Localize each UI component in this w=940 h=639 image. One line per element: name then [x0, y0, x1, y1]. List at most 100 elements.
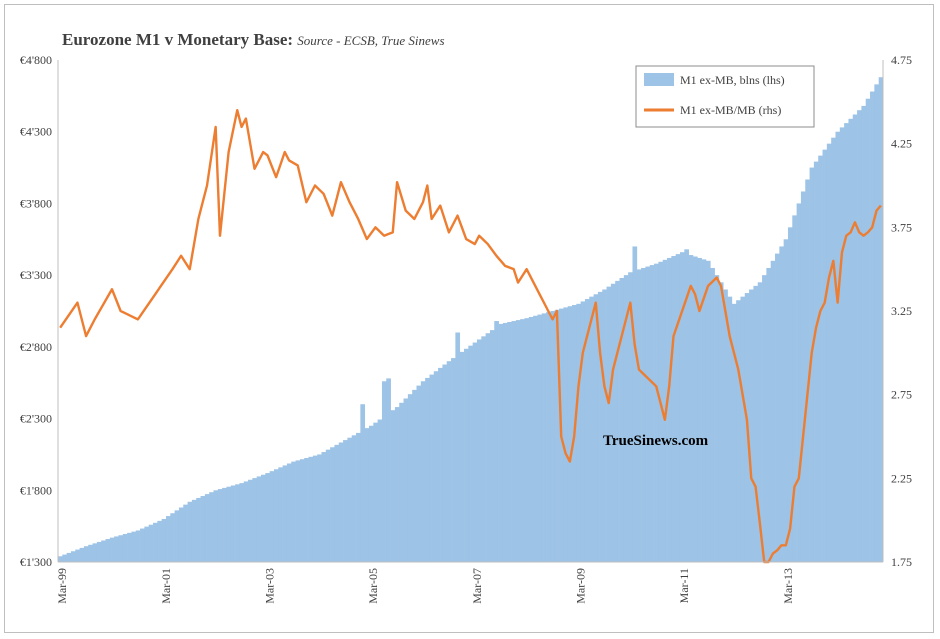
bar-mark	[563, 307, 569, 562]
bar-mark	[464, 348, 469, 562]
bar-mark	[826, 143, 832, 563]
axes: €1'300 €1'800 €2'300 €2'800 €3'300 €3'800 €4'3…	[20, 53, 912, 604]
bar-mark	[157, 520, 163, 562]
bar-mark	[870, 91, 875, 563]
bar-mark	[679, 252, 685, 562]
bar-mark	[455, 332, 461, 562]
bar-mark	[645, 266, 651, 562]
legend-bar-swatch	[644, 73, 674, 86]
bar-mark	[654, 263, 659, 562]
bar-mark	[351, 435, 357, 562]
bar-mark	[623, 275, 629, 562]
bar-mark	[83, 546, 89, 562]
bar-mark	[740, 296, 746, 562]
bar-mark	[261, 474, 266, 562]
y-left-tick-label: €1'800	[20, 483, 52, 497]
bar-mark	[649, 265, 655, 562]
bar-mark	[412, 389, 417, 562]
y-left-tick-label: €3'800	[20, 196, 52, 210]
bar-mark	[178, 507, 184, 562]
bar-mark	[809, 167, 815, 562]
bar-mark	[66, 552, 72, 562]
bar-mark	[321, 452, 327, 562]
bar-mark	[312, 455, 318, 562]
bar-mark	[489, 330, 495, 562]
bar-mark	[433, 371, 439, 562]
bar-mark	[831, 137, 836, 562]
bar-mark	[593, 294, 599, 562]
bar-mark	[148, 524, 154, 562]
bar-mark	[239, 483, 245, 562]
x-tick-label: Mar-07	[470, 568, 484, 604]
bar-mark	[101, 540, 106, 562]
watermark: TrueSinews.com	[603, 433, 709, 449]
bar-mark	[390, 410, 396, 562]
y-left-tick-label: €1'300	[20, 555, 52, 569]
bar-mark	[174, 510, 180, 562]
bar-mark	[792, 215, 797, 562]
bar-mark	[632, 246, 638, 562]
y-right-tick-label: 3.25	[891, 304, 912, 318]
bar-mark	[58, 556, 63, 562]
bar-mark	[515, 320, 521, 562]
bar-mark	[109, 537, 115, 562]
bar-mark	[343, 440, 348, 562]
bar-mark	[749, 289, 754, 562]
bar-mark	[597, 291, 603, 562]
bar-mark	[718, 282, 724, 562]
bar-mark	[394, 407, 400, 562]
bar-mark	[554, 309, 560, 562]
bar-mark	[805, 179, 810, 562]
bar-mark	[580, 301, 586, 562]
bar-mark	[727, 296, 733, 562]
bar-mark	[356, 432, 361, 562]
bar-mark	[787, 227, 793, 562]
bar-mark	[753, 285, 759, 562]
bar-mark	[524, 318, 530, 562]
bar-mark	[775, 253, 780, 562]
bar-mark	[675, 254, 681, 563]
bar-mark	[710, 267, 715, 562]
bar-mark	[295, 460, 301, 562]
bar-mark	[252, 478, 258, 562]
bar-mark	[822, 149, 828, 562]
bar-mark	[701, 259, 707, 562]
bar-mark	[403, 398, 409, 562]
bar-mark	[783, 239, 789, 563]
bar-mark	[848, 118, 854, 562]
bar-mark	[537, 314, 543, 562]
bar-mark	[541, 313, 547, 562]
bar-mark	[507, 322, 512, 562]
legend-label-bars: M1 ex-MB, blns (lhs)	[680, 73, 785, 87]
bar-mark	[235, 484, 240, 562]
bar-mark	[377, 419, 383, 562]
bar-mark	[278, 467, 283, 562]
bar-mark	[800, 191, 806, 563]
bar-mark	[304, 458, 309, 562]
legend-label-line: M1 ex-MB/MB (rhs)	[680, 103, 781, 117]
bar-mark	[165, 516, 171, 562]
bar-mark	[606, 286, 612, 562]
bar-mark	[373, 422, 378, 562]
bar-mark	[757, 282, 763, 562]
bar-mark	[511, 321, 517, 562]
bar-mark	[62, 554, 67, 562]
bar-mark	[217, 489, 223, 562]
bar-mark	[770, 260, 776, 562]
x-tick-label: Mar-11	[677, 568, 691, 603]
bar-mark	[161, 518, 167, 562]
bar-mark	[723, 289, 728, 562]
bar-mark	[818, 155, 823, 562]
bar-mark	[170, 513, 175, 562]
bar-mark	[135, 530, 141, 562]
bar-mark	[636, 269, 642, 562]
bar-mark	[451, 358, 456, 562]
bar-mark	[502, 322, 508, 562]
bar-mark	[299, 459, 305, 562]
bar-mark	[407, 394, 413, 562]
bar-mark	[140, 528, 145, 562]
bar-mark	[628, 272, 633, 562]
bar-mark	[671, 256, 677, 562]
bar-mark	[122, 534, 128, 562]
